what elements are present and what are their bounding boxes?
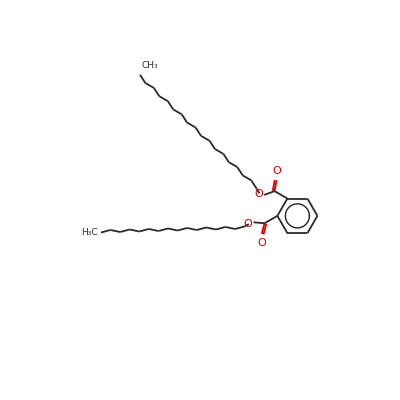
Text: H₃C: H₃C [81,228,97,237]
Text: O: O [272,166,281,176]
Text: O: O [244,219,252,229]
Text: O: O [254,189,263,199]
Text: CH₃: CH₃ [142,62,158,70]
Text: O: O [257,238,266,248]
